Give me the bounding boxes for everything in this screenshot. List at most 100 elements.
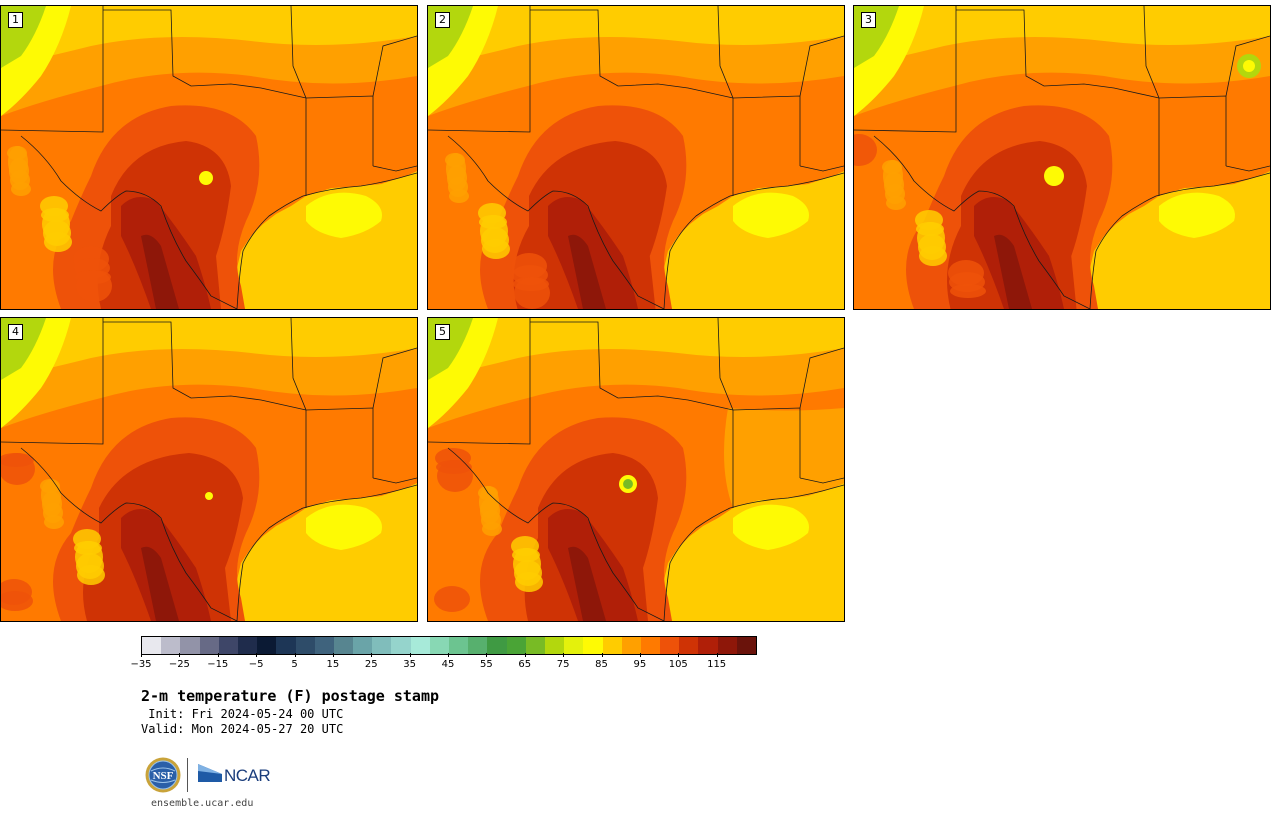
temperature-map <box>1 318 417 621</box>
colorbar-tick-label: 105 <box>668 659 688 670</box>
colorbar-segment <box>679 637 699 654</box>
colorbar-tick <box>294 653 296 657</box>
colorbar-segment <box>736 637 756 654</box>
borders <box>1 6 417 309</box>
extreme-core <box>568 234 606 309</box>
colorbar-tick <box>678 653 680 657</box>
colorbar-tick <box>141 653 142 657</box>
colorbar-segment <box>142 637 162 654</box>
colorbar-segment <box>295 637 315 654</box>
colorbar-segment <box>564 637 584 654</box>
colorbar-tick <box>716 653 718 657</box>
postage-stamp-panel-3: 3 <box>853 5 1271 310</box>
colorbar-tick <box>601 653 603 657</box>
extreme-core <box>994 234 1032 309</box>
colorbar-segment <box>468 637 488 654</box>
extreme-core <box>568 546 606 621</box>
terrain-blob <box>515 572 543 592</box>
terrain-blob <box>1 453 35 485</box>
storm-cell <box>205 492 213 500</box>
extreme-core <box>141 234 179 309</box>
terrain-blob <box>76 270 112 302</box>
terrain-blob <box>886 196 906 210</box>
east-region <box>297 96 417 196</box>
colorbar-tick-label: 45 <box>441 659 455 670</box>
ncar-mark-icon <box>198 764 222 782</box>
nsf-logo-text: NSF <box>153 770 174 782</box>
colorbar-tick-label: −15 <box>207 659 229 670</box>
colorbar-tick-label: −5 <box>248 659 264 670</box>
colorbar-segment <box>257 637 277 654</box>
colorbar-ticks: −35 −25 −15 −5 5 15 25 35 45 55 65 75 85 95 105 115 <box>130 653 755 673</box>
gulf-cool-patch <box>306 192 382 238</box>
east-region <box>724 408 844 508</box>
colorbar-tick <box>524 653 526 657</box>
colorbar-segment <box>218 637 238 654</box>
colorbar-tick-label: −25 <box>168 659 190 670</box>
ne-storm-core <box>1243 60 1255 72</box>
colorbar-segment <box>583 637 603 654</box>
colorbar-segment <box>372 637 392 654</box>
gulf-cool-patch <box>733 192 809 238</box>
colorbar-tick-label: 115 <box>707 659 727 670</box>
colorbar-tick <box>639 653 641 657</box>
colorbar-tick <box>563 653 565 657</box>
ncar-logo-text: NCAR <box>224 766 271 785</box>
colorbar-segment <box>506 637 526 654</box>
colorbar-segment <box>621 637 641 654</box>
colorbar-segment <box>449 637 469 654</box>
colorbar-tick-label: 25 <box>364 659 378 670</box>
borders <box>428 318 844 621</box>
temperature-map <box>854 6 1270 309</box>
nsf-logo-icon: NSF <box>145 757 181 793</box>
postage-stamp-panel-2: 2 <box>427 5 845 310</box>
storm-core <box>623 479 633 489</box>
colorbar-tick-label: 55 <box>480 659 493 670</box>
panel-label: 4 <box>8 324 23 340</box>
northern-band <box>428 6 844 66</box>
storm-cell <box>1044 166 1064 186</box>
colorbar-segment <box>602 637 622 654</box>
colorbar-tick-label: 85 <box>595 659 608 670</box>
colorbar-tick <box>179 653 181 657</box>
logo-divider <box>187 758 188 792</box>
colorbar-tick-label: 75 <box>556 659 570 670</box>
borders <box>1 318 417 621</box>
east-region <box>1150 96 1270 196</box>
site-url: ensemble.ucar.edu <box>151 798 254 809</box>
east-region <box>297 408 417 508</box>
colorbar-tick <box>217 653 219 657</box>
terrain-blob <box>11 182 31 196</box>
borders <box>428 6 844 309</box>
init-time: Init: Fri 2024-05-24 00 UTC <box>141 707 344 721</box>
hottest-region <box>548 197 638 309</box>
postage-stamp-panel-5: 5 <box>427 317 845 622</box>
colorbar-tick-label: 65 <box>518 659 532 670</box>
hottest-region <box>974 197 1064 309</box>
colorbar-segment <box>353 637 373 654</box>
terrain-blob <box>854 134 877 166</box>
colorbar-tick <box>332 653 334 657</box>
colorbar-segment <box>660 637 680 654</box>
temperature-colorbar <box>141 636 757 655</box>
colorbar-segment <box>544 637 565 654</box>
hottest-region <box>548 509 638 621</box>
colorbar-tick <box>448 653 449 657</box>
terrain-blob <box>919 246 947 266</box>
panel-label: 1 <box>8 12 23 28</box>
figure-title: 2-m temperature (F) postage stamp <box>141 687 440 705</box>
colorbar-segment <box>180 637 200 654</box>
hottest-region <box>121 509 211 621</box>
panel-label: 2 <box>435 12 450 28</box>
colorbar-segment <box>717 637 737 654</box>
terrain-blob <box>44 232 72 252</box>
northern-band <box>854 6 1270 66</box>
northern-band <box>428 318 844 378</box>
extreme-core <box>141 546 179 621</box>
terrain-blob <box>434 586 470 612</box>
colorbar-segment <box>333 637 354 654</box>
terrain-blob <box>482 239 510 259</box>
colorbar-segment <box>525 637 545 654</box>
northern-band <box>1 318 417 378</box>
borders <box>854 6 1270 309</box>
